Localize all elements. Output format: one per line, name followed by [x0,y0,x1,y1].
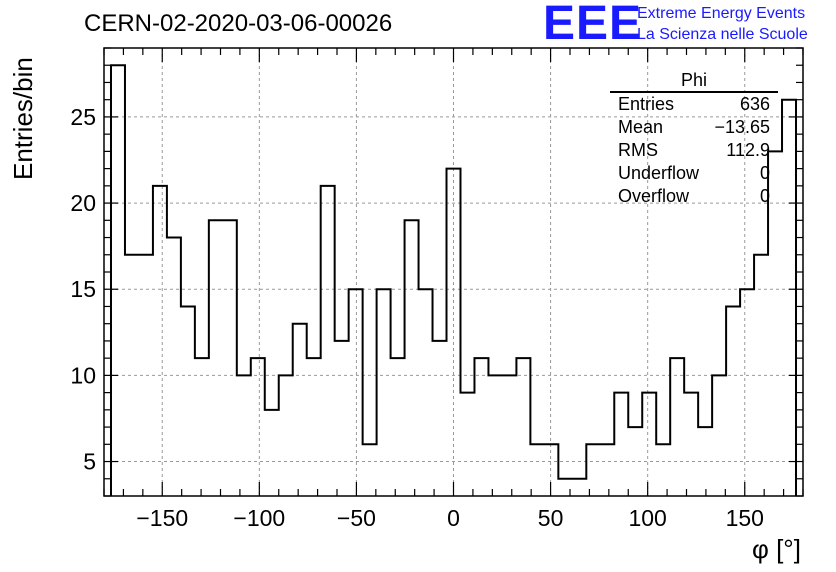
histogram-bin [111,65,125,496]
histogram-bin [684,393,698,496]
stats-label: RMS [618,140,658,160]
histogram-bin [153,186,167,496]
stats-value: 636 [739,94,770,114]
histogram-bin [447,169,461,496]
histogram-bin [223,220,237,496]
stats-label: Underflow [618,163,700,183]
histogram-bin [293,324,307,496]
stats-row-mean: Mean −13.65 [610,116,778,139]
histogram-bin [600,444,614,496]
histogram-bin [572,479,586,496]
histogram-bin [530,444,544,496]
x-tick-label: −150 [136,505,188,531]
histogram-bin [586,444,600,496]
histogram-bin [349,289,363,496]
y-tick-label: 10 [70,362,96,388]
histogram-bin [377,289,391,496]
stats-value: 0 [759,186,770,206]
stats-label: Mean [618,117,664,137]
y-tick-label: 15 [70,276,96,302]
stats-box: Phi Entries 636 Mean −13.65 RMS 112.9 Un… [610,70,778,208]
stats-row-rms: RMS 112.9 [610,139,778,162]
histogram-bin [209,220,223,496]
histogram-bin [181,306,195,496]
histogram-bin [614,393,628,496]
histogram-bin [460,393,474,496]
histogram-bin [279,375,293,496]
histogram-bin [544,444,558,496]
histogram-bin [167,238,181,496]
y-axis-label: Entries/bin [8,57,38,180]
histogram-bin [405,220,419,496]
histogram-bin [642,393,656,496]
histogram-bin [516,358,530,496]
stats-title: Phi [610,70,778,93]
histogram-bin [265,410,279,496]
histogram-bin [195,358,209,496]
histogram-bin [628,427,642,496]
histogram-bin [335,341,349,496]
x-tick-label: 150 [726,505,764,531]
stats-label: Entries [618,94,675,114]
histogram-bin [321,186,335,496]
histogram-bin [391,358,405,496]
stats-row-underflow: Underflow 0 [610,162,778,185]
y-tick-label: 25 [70,104,96,130]
logo-line-2: La Scienza nelle Scuole [637,26,808,43]
stats-value: 0 [759,163,770,183]
stats-row-entries: Entries 636 [610,93,778,116]
histogram-bin [433,341,447,496]
stats-row-overflow: Overflow 0 [610,185,778,208]
histogram-bin [656,444,670,496]
histogram-bin [698,427,712,496]
stats-value: 112.9 [726,140,770,160]
histogram-bin [782,100,796,496]
x-tick-label: 0 [447,505,460,531]
x-axis-label: φ [°] [752,534,801,564]
stats-label: Overflow [618,186,690,206]
chart-title: CERN-02-2020-03-06-00026 [84,10,393,37]
histogram-series [109,64,798,496]
histogram-bin [502,375,516,496]
x-tick-label: 100 [628,505,666,531]
histogram-bin [307,358,321,496]
histogram-bin [363,444,377,496]
eee-logo: EEE [543,0,643,50]
logo-line-1: Extreme Energy Events [637,5,806,22]
y-tick-label: 20 [70,190,96,216]
histogram-bin [474,358,488,496]
stats-value: −13.65 [714,117,770,137]
histogram-bin [726,306,740,496]
y-tick-label: 5 [83,449,96,475]
x-tick-label: −100 [233,505,285,531]
histogram-bin [237,375,251,496]
histogram-bin [419,289,433,496]
histogram-bin [712,375,726,496]
histogram-bin [251,358,265,496]
histogram-bin [754,255,768,496]
histogram-bin [125,255,139,496]
histogram-bin [670,358,684,496]
histogram-bin [139,255,153,496]
x-tick-label: 50 [538,505,564,531]
x-tick-label: −50 [337,505,376,531]
histogram-bin [488,375,502,496]
histogram-bin [740,289,754,496]
